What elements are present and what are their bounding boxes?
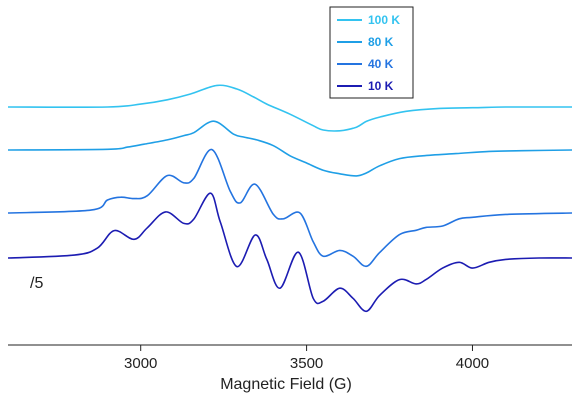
x-tick-label: 3000 xyxy=(124,355,157,372)
legend-box xyxy=(329,6,414,99)
legend-label: 80 K xyxy=(368,35,394,49)
scale-annotation: /5 xyxy=(30,275,43,292)
x-axis-ticks: 3000 3500 4000 xyxy=(124,345,489,372)
x-tick-label: 4000 xyxy=(456,355,489,372)
legend-label: 10 K xyxy=(368,79,394,93)
x-tick-label: 3500 xyxy=(290,355,323,372)
x-axis-title: Magnetic Field (G) xyxy=(220,376,352,393)
legend: 100 K 80 K 40 K 10 K xyxy=(329,6,414,99)
series-line-100k xyxy=(7,84,572,132)
legend-items: 100 K 80 K 40 K 10 K xyxy=(337,13,400,93)
series-line-40k xyxy=(7,148,572,268)
series-line-80k xyxy=(7,120,572,177)
series-line-10k xyxy=(7,192,572,313)
spectra-traces xyxy=(7,84,572,313)
legend-label: 40 K xyxy=(368,57,394,71)
legend-label: 100 K xyxy=(368,13,400,27)
